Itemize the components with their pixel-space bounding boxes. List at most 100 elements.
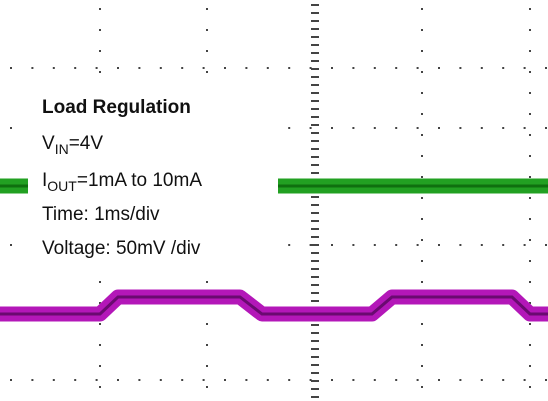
grid-dot xyxy=(311,396,319,398)
grid-dot xyxy=(138,379,141,381)
grid-dot xyxy=(480,67,483,69)
grid-dot xyxy=(99,8,101,10)
grid-dot xyxy=(421,50,423,52)
voltage-scale: Voltage: 50mV /div xyxy=(42,238,201,259)
grid-dot xyxy=(545,244,547,246)
grid-dot xyxy=(421,239,423,241)
grid-dot xyxy=(311,372,319,374)
grid-dot xyxy=(224,67,226,69)
grid-dot xyxy=(311,284,319,286)
label-sub: IN xyxy=(55,141,69,157)
grid-dot xyxy=(395,379,398,381)
grid-dot xyxy=(288,379,291,381)
label-box xyxy=(28,84,278,266)
grid-dot xyxy=(421,260,423,262)
grid-dot xyxy=(311,212,319,214)
grid-dot xyxy=(311,364,319,366)
grid-dot xyxy=(331,379,333,381)
grid-dot xyxy=(529,134,531,136)
grid-dot xyxy=(311,244,319,246)
grid-dot xyxy=(459,127,462,129)
grid-dot xyxy=(311,380,319,382)
grid-dot xyxy=(421,8,423,10)
label-sub: OUT xyxy=(47,178,77,194)
grid-dot xyxy=(99,50,101,52)
grid-dot xyxy=(529,71,531,73)
magenta-trace-core xyxy=(0,295,548,316)
grid-dot xyxy=(311,60,319,62)
grid-dot xyxy=(438,67,440,69)
grid-dot xyxy=(31,67,34,69)
grid-dot xyxy=(99,71,101,73)
grid-dot xyxy=(311,324,319,326)
grid-dot xyxy=(529,197,531,199)
grid-dot xyxy=(181,379,184,381)
grid-dot xyxy=(309,379,312,381)
grid-dot xyxy=(311,164,319,166)
grid-dot xyxy=(202,67,205,69)
grid-dot xyxy=(206,281,208,283)
grid-dot xyxy=(529,92,531,94)
grid-dot xyxy=(99,302,101,304)
grid-dot xyxy=(352,127,355,129)
grid-dot xyxy=(311,76,319,78)
grid-dot xyxy=(311,236,319,238)
grid-dot xyxy=(309,67,312,69)
grid-dot xyxy=(99,29,101,31)
grid-dot xyxy=(421,92,423,94)
grid-dot xyxy=(311,84,319,86)
grid-dot xyxy=(311,44,319,46)
grid-dot xyxy=(421,218,423,220)
grid-dot xyxy=(529,260,531,262)
grid-dot xyxy=(395,127,398,129)
grid-dot xyxy=(288,67,291,69)
grid-dot xyxy=(206,365,208,367)
grid-dot xyxy=(352,379,355,381)
grid-dot xyxy=(245,379,248,381)
label-rest: =4V xyxy=(69,133,104,154)
grid-dot xyxy=(311,260,319,262)
grid-dot xyxy=(545,379,547,381)
grid-dot xyxy=(311,356,319,358)
output-current: IOUT=1mA to 10mA xyxy=(42,170,202,194)
grid-dot xyxy=(311,156,319,158)
grid-dot xyxy=(480,244,483,246)
title: Load Regulation xyxy=(42,97,191,118)
grid-dot xyxy=(373,379,376,381)
grid-dot xyxy=(416,127,419,129)
grid-dot xyxy=(438,127,440,129)
grid-dot xyxy=(181,67,184,69)
grid-dot xyxy=(421,197,423,199)
grid-dot xyxy=(459,244,462,246)
grid-dot xyxy=(416,244,419,246)
grid-dot xyxy=(311,228,319,230)
grid-dot xyxy=(99,281,101,283)
grid-dot xyxy=(311,92,319,94)
grid-dot xyxy=(311,12,319,14)
grid-dot xyxy=(159,67,162,69)
grid-dot xyxy=(331,67,333,69)
grid-dot xyxy=(529,365,531,367)
grid-dot xyxy=(266,379,269,381)
grid-dot xyxy=(10,127,12,129)
grid-dot xyxy=(309,244,312,246)
magenta-trace xyxy=(0,289,548,322)
grid-dot xyxy=(99,323,101,325)
grid-dot xyxy=(311,52,319,54)
grid-dot xyxy=(311,220,319,222)
grid-dot xyxy=(311,20,319,22)
grid-dot xyxy=(311,124,319,126)
grid-dot xyxy=(523,67,526,69)
grid-dot xyxy=(331,127,333,129)
grid-dot xyxy=(480,127,483,129)
grid-dot xyxy=(529,176,531,178)
grid-dot xyxy=(206,71,208,73)
grid-dot xyxy=(529,8,531,10)
grid-dot xyxy=(206,323,208,325)
grid-dot xyxy=(421,323,423,325)
grid-dot xyxy=(311,28,319,30)
grid-dot xyxy=(74,379,77,381)
grid-dot xyxy=(421,386,423,388)
grid-dot xyxy=(206,344,208,346)
grid-dot xyxy=(206,29,208,31)
